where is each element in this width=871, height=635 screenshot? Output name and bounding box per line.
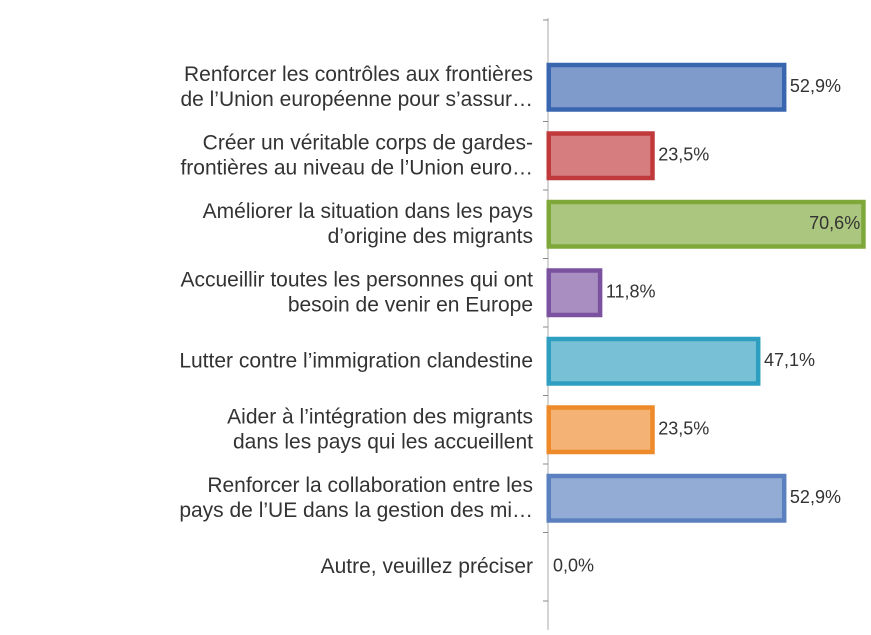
bar-group: [546, 473, 787, 523]
bar-group: [546, 336, 761, 386]
bar-light: [551, 341, 756, 382]
bar-shine: [551, 204, 862, 245]
value-label: 52,9%: [790, 487, 841, 507]
bar-light: [551, 135, 651, 176]
category-label: Renforcer la collaboration entre les pays…: [179, 473, 533, 521]
bar-light: [551, 272, 598, 313]
bar-group: [546, 62, 787, 112]
value-label: 11,8%: [606, 282, 656, 302]
bar-shine: [551, 409, 651, 450]
category-label: Améliorer la situation dans les pays d’or…: [203, 199, 533, 247]
value-label: 52,9%: [790, 76, 841, 96]
category-label: Aider à l’intégration des migrants dans l…: [227, 405, 533, 453]
bar-group: [546, 199, 866, 249]
category-label: Créer un véritable corps de gardes-front…: [180, 131, 533, 179]
bar-group: [546, 131, 655, 181]
value-label: 23,5%: [658, 419, 709, 439]
value-label: 23,5%: [658, 145, 709, 165]
bar-group: [546, 405, 655, 455]
bar-shine: [551, 478, 782, 519]
bar-light: [551, 478, 782, 519]
category-label: Autre, veuillez préciser: [321, 554, 533, 577]
bar-light: [551, 409, 651, 450]
bar-light: [551, 67, 782, 108]
bar-shine: [551, 135, 651, 176]
category-label: Accueillir toutes les personnes qui ont b…: [180, 268, 533, 316]
value-label: 0,0%: [553, 556, 594, 576]
category-label: Renforcer les contrôles aux frontières de…: [180, 62, 533, 110]
bar-shine: [551, 67, 782, 108]
bar-light: [551, 204, 862, 245]
bar-group: [546, 268, 603, 318]
category-label: Lutter contre l’immigration clandestine: [179, 349, 533, 372]
bar-shine: [551, 341, 756, 382]
bar-shine: [551, 272, 598, 313]
value-label: 70,6%: [809, 213, 860, 233]
value-label: 47,1%: [764, 350, 815, 370]
